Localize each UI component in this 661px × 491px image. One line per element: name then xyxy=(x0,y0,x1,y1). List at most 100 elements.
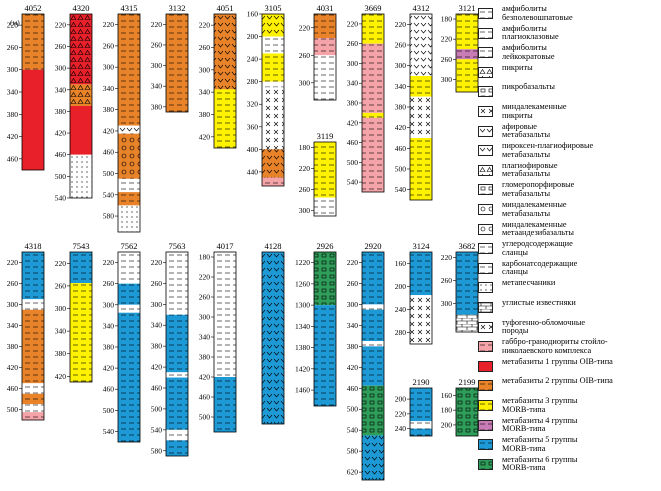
column-4031: 4031 220 260 300 xyxy=(299,3,337,101)
legend-label-2: амфиболиты лейкократовые xyxy=(502,43,555,61)
tick-label-4052-5: 420 xyxy=(7,132,19,141)
tick-label-4315-9: 580 xyxy=(103,212,115,221)
tick-label-7563-2: 300 xyxy=(151,300,163,309)
column-id-3682: 3682 xyxy=(459,241,476,251)
layer-pattern-4031-2 xyxy=(314,55,336,100)
tick-label-2199-0: 160 xyxy=(441,391,453,400)
legend-swatch-10 xyxy=(478,204,493,215)
tick-label-3124-3: 280 xyxy=(395,328,407,337)
legend-swatch-0 xyxy=(478,8,493,19)
legend-item-5: миндалекаменные пикриты xyxy=(478,102,660,122)
column-frame-2199 xyxy=(455,387,479,437)
tick-label-7543-0: 220 xyxy=(55,259,67,268)
legend-swatch-2 xyxy=(478,47,493,59)
legend-label-4: пикробазальты xyxy=(502,82,555,92)
column-id-4312: 4312 xyxy=(413,3,430,13)
tick-label-4320-2: 300 xyxy=(55,64,67,73)
legend-label-5: миндалекаменные пикриты xyxy=(502,102,567,120)
layer-pattern-3669-0 xyxy=(362,14,384,44)
legend-swatch-8 xyxy=(478,164,493,176)
tick-label-7562-6: 460 xyxy=(103,385,115,394)
tick-label-3669-0: 220 xyxy=(347,19,359,28)
tick-label-3682-1: 260 xyxy=(441,276,453,285)
tick-label-2920-9: 580 xyxy=(347,447,359,456)
tick-label-4318-2: 300 xyxy=(7,300,19,309)
tick-label-7543-1: 260 xyxy=(55,281,67,290)
legend-label-20: метабазиты 3 группы MORB-типа xyxy=(502,396,578,414)
legend-label-15: углистые известняки xyxy=(502,298,576,307)
legend-swatch-15 xyxy=(478,302,493,313)
column-id-4017: 4017 xyxy=(217,241,234,251)
legend-swatch-7 xyxy=(478,145,493,157)
columns-layer: 4052 220 260 300 340 380 420 460 4320 220 260 300 34… xyxy=(7,3,479,481)
tick-label-2920-0: 220 xyxy=(347,258,359,267)
tick-label-7563-8: 540 xyxy=(151,425,163,434)
column-frame-2190 xyxy=(409,387,433,437)
legend-swatch-18 xyxy=(478,360,493,372)
tick-label-7543-5: 420 xyxy=(55,372,67,381)
tick-label-2920-3: 340 xyxy=(347,321,359,330)
legend-item-22: метабазиты 5 группы MORB-типа xyxy=(478,435,660,455)
layer-pattern-4051-0 xyxy=(214,14,236,90)
tick-label-3105-2: 240 xyxy=(247,55,259,64)
tick-label-3132-2: 300 xyxy=(151,61,163,70)
tick-label-3669-5: 420 xyxy=(347,118,359,127)
column-2199: 2199 160 180 200 xyxy=(441,377,479,437)
layer-pattern-7562-2 xyxy=(118,304,140,313)
layer-pattern-7563-3 xyxy=(166,377,188,430)
legend-swatch-9 xyxy=(478,184,493,196)
tick-label-7563-1: 260 xyxy=(151,279,163,288)
layer-pattern-3119-0 xyxy=(314,142,336,198)
tick-label-7563-7: 500 xyxy=(151,404,163,413)
tick-label-7562-4: 380 xyxy=(103,343,115,352)
tick-label-3132-0: 220 xyxy=(151,20,163,29)
layer-pattern-4312-1 xyxy=(410,76,432,97)
layer-pattern-7543-0 xyxy=(70,252,92,284)
tick-label-2926-6: 1460 xyxy=(295,386,310,395)
legend-item-13: карбонатсодержащие сланцы xyxy=(478,259,660,279)
layer-pattern-4312-3 xyxy=(410,138,432,200)
layer-pattern-7543-1 xyxy=(70,283,92,382)
tick-label-3105-1: 200 xyxy=(247,32,259,41)
tick-label-3121-2: 260 xyxy=(441,55,453,64)
legend-label-12: углеродсодержащие сланцы xyxy=(502,239,573,257)
tick-label-4318-4: 380 xyxy=(7,342,19,351)
column-id-4051: 4051 xyxy=(217,3,234,13)
column-2926: 2926 1220 1260 1300 1340 1380 1420 1460 xyxy=(295,241,337,407)
column-7562: 7562 220 260 300 340 380 420 460 500 540 xyxy=(103,241,141,443)
column-id-3132: 3132 xyxy=(169,3,186,13)
layer-pattern-3124-1 xyxy=(410,295,432,344)
tick-label-2190-2: 240 xyxy=(395,424,407,433)
column-3124: 3124 160 200 240 280 xyxy=(395,241,433,345)
layer-pattern-4320-3 xyxy=(70,154,92,198)
layer-pattern-3669-3 xyxy=(362,117,384,192)
tick-label-2920-8: 540 xyxy=(347,426,359,435)
tick-label-4312-5: 420 xyxy=(395,123,407,132)
layer-pattern-4315-1 xyxy=(118,125,140,134)
legend-item-3: пикриты xyxy=(478,63,660,83)
tick-label-4312-1: 260 xyxy=(395,41,407,50)
column-id-7562: 7562 xyxy=(121,241,138,251)
layer-pattern-3682-0 xyxy=(456,252,478,315)
tick-label-3669-4: 380 xyxy=(347,99,359,108)
tick-label-4051-3: 340 xyxy=(199,88,211,97)
tick-label-3132-3: 340 xyxy=(151,82,163,91)
tick-label-4017-1: 220 xyxy=(199,273,211,282)
tick-label-2199-1: 180 xyxy=(441,406,453,415)
layer-pattern-4318-2 xyxy=(22,309,44,384)
tick-label-4051-5: 420 xyxy=(199,132,211,141)
tick-label-4315-0: 220 xyxy=(103,20,115,29)
tick-label-3682-2: 300 xyxy=(441,299,453,308)
tick-label-4312-0: 220 xyxy=(395,20,407,29)
legend-swatch-5 xyxy=(478,106,493,117)
tick-label-7562-5: 420 xyxy=(103,364,115,373)
legend-item-20: метабазиты 3 группы MORB-типа xyxy=(478,396,660,416)
tick-label-4315-5: 420 xyxy=(103,126,115,135)
layer-4052-1 xyxy=(22,69,44,170)
legend-label-18: метабазиты 1 группы OIB-типа xyxy=(502,356,613,366)
tick-label-4315-8: 540 xyxy=(103,190,115,199)
tick-label-4312-2: 300 xyxy=(395,61,407,70)
tick-label-3132-4: 380 xyxy=(151,102,163,111)
tick-label-4312-8: 540 xyxy=(395,185,407,194)
legend-swatch-16 xyxy=(478,321,493,333)
